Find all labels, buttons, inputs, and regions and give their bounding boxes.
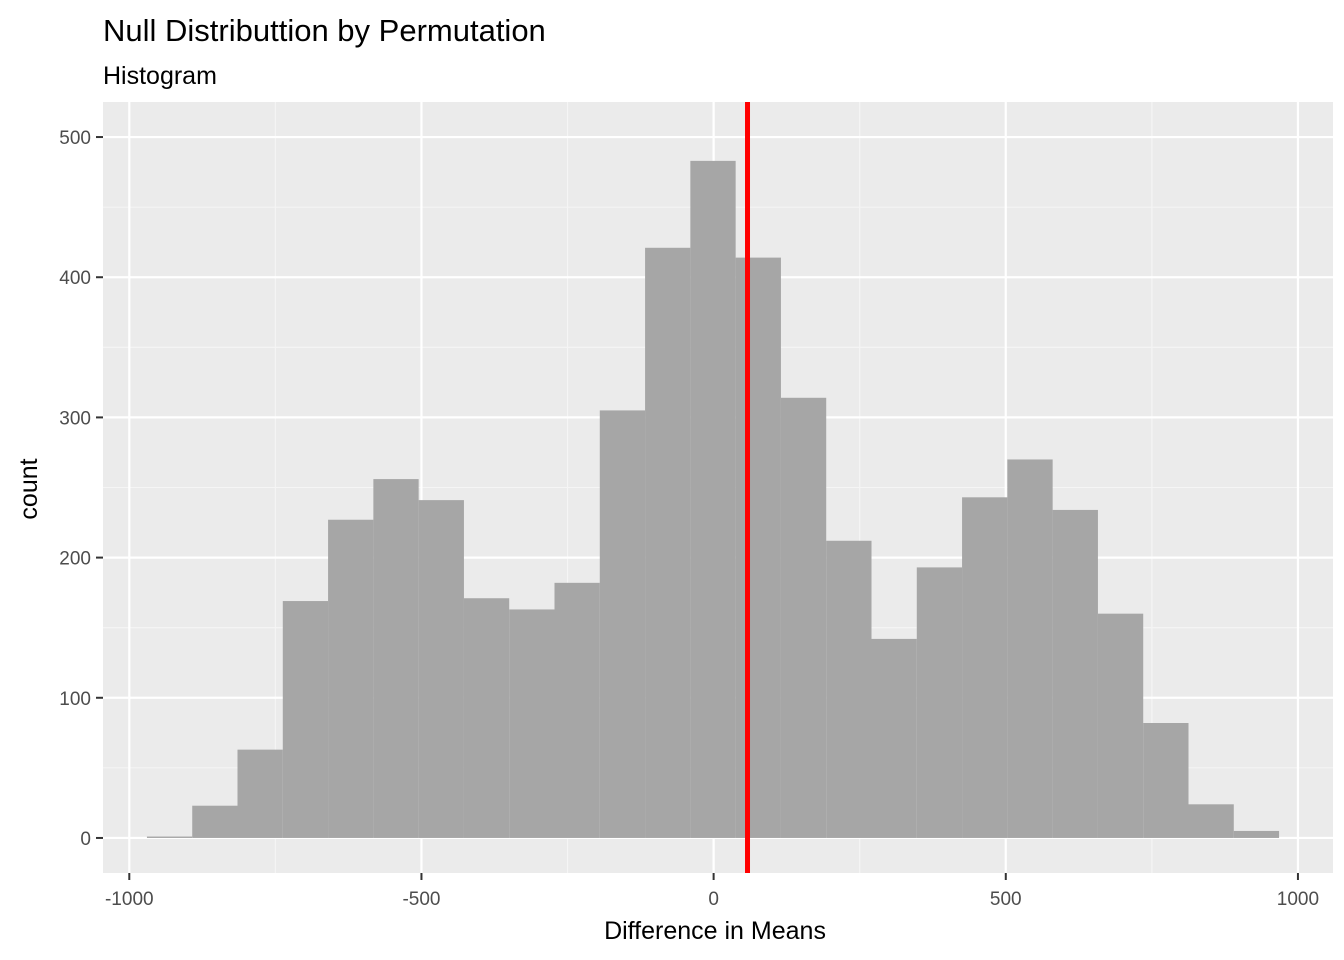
histogram-bar — [1233, 830, 1280, 838]
x-tick-label: -1000 — [105, 889, 154, 910]
histogram-bar — [192, 805, 238, 838]
y-tick-label: 100 — [59, 689, 91, 710]
histogram-bar — [418, 500, 464, 838]
y-tick-label: 300 — [59, 408, 91, 429]
chart-title: Null Distributtion by Permutation — [103, 13, 546, 48]
histogram-bar — [554, 582, 600, 838]
histogram-bar — [645, 247, 691, 838]
histogram-bar — [463, 598, 510, 838]
histogram-bar — [599, 410, 646, 838]
histogram-bar — [962, 497, 1008, 838]
x-tick-label: 500 — [990, 889, 1022, 910]
histogram-bar — [1143, 723, 1189, 838]
histogram-bar — [1188, 804, 1234, 838]
y-axis: 0 100 200 300 400 500 — [59, 128, 103, 850]
x-tick-label: -500 — [402, 889, 440, 910]
histogram-bar — [509, 609, 555, 838]
histogram-bar — [735, 257, 781, 838]
histogram-bar — [282, 601, 329, 838]
histogram-bar — [690, 160, 736, 838]
y-tick-label: 0 — [80, 829, 91, 850]
x-axis: -1000 -500 0 500 1000 — [105, 873, 1319, 910]
histogram-bars — [146, 160, 1280, 838]
histogram-bar — [146, 836, 193, 838]
y-tick-label: 500 — [59, 128, 91, 149]
x-tick-label: 1000 — [1277, 889, 1319, 910]
histogram-bar — [826, 540, 872, 838]
histogram-bar — [237, 749, 283, 838]
chart-subtitle: Histogram — [103, 62, 217, 90]
y-axis-title: count — [15, 458, 43, 519]
y-tick-label: 200 — [59, 549, 91, 570]
histogram-bar — [871, 638, 917, 838]
histogram-bar — [1097, 613, 1144, 838]
y-tick-label: 400 — [59, 268, 91, 289]
x-tick-label: 0 — [708, 889, 719, 910]
histogram-bar — [780, 397, 827, 838]
histogram-bar — [373, 479, 419, 838]
histogram-bar — [328, 519, 374, 838]
histogram-bar — [916, 567, 963, 838]
x-axis-title: Difference in Means — [604, 917, 826, 945]
histogram-bar — [1052, 509, 1098, 838]
histogram-bar — [1007, 459, 1053, 838]
